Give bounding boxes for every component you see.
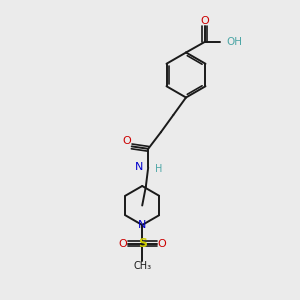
Text: CH₃: CH₃	[133, 261, 151, 272]
Text: O: O	[200, 16, 209, 26]
Text: O: O	[118, 238, 127, 249]
Text: OH: OH	[227, 37, 243, 47]
Text: O: O	[122, 136, 131, 146]
Text: H: H	[155, 164, 162, 175]
Text: O: O	[158, 238, 166, 249]
Text: S: S	[138, 237, 147, 250]
Text: N: N	[135, 161, 143, 172]
Text: N: N	[138, 220, 146, 230]
